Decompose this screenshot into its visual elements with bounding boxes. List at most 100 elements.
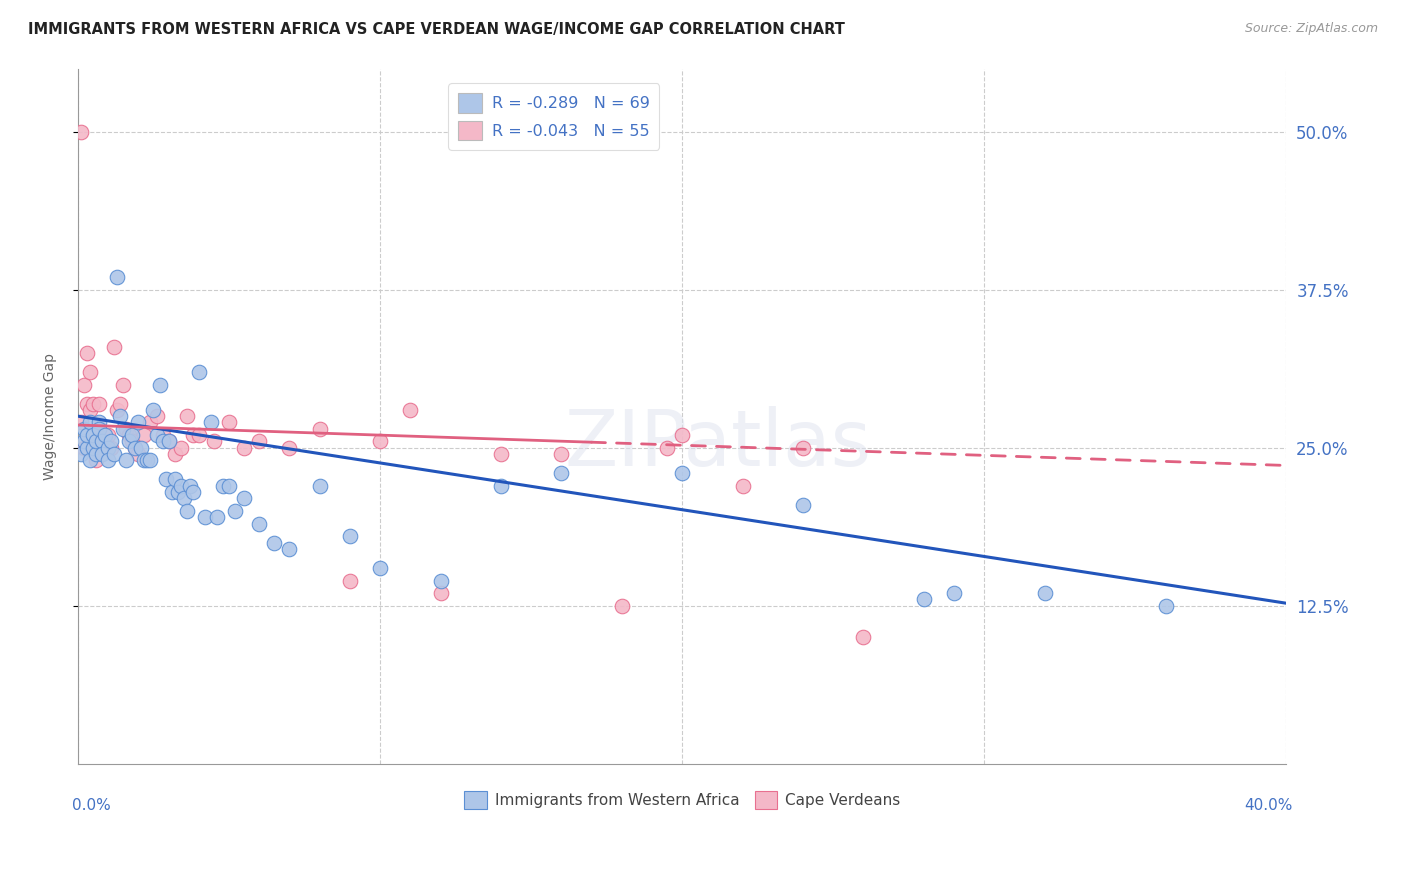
Point: [97, 428, 120, 442]
Point: [103, 340, 125, 354]
Point: [87, 396, 110, 410]
Point: [368, 434, 391, 449]
Point: [127, 447, 149, 461]
Point: [131, 441, 153, 455]
Text: 0.0%: 0.0%: [72, 798, 111, 813]
Point: [212, 479, 235, 493]
Point: [194, 510, 217, 524]
Point: [247, 516, 270, 531]
Point: [852, 631, 875, 645]
Point: [671, 466, 693, 480]
Point: [110, 396, 132, 410]
Point: [91, 434, 114, 449]
Point: [550, 447, 572, 461]
Point: [278, 441, 301, 455]
Point: [70, 447, 93, 461]
Point: [308, 422, 330, 436]
Point: [73, 422, 96, 436]
Point: [73, 441, 96, 455]
Point: [100, 434, 122, 449]
Point: [170, 479, 193, 493]
Point: [145, 428, 167, 442]
Point: [163, 447, 186, 461]
Point: [97, 441, 120, 455]
Point: [145, 409, 167, 424]
Point: [170, 441, 193, 455]
Point: [181, 485, 204, 500]
Point: [187, 365, 209, 379]
Point: [489, 479, 512, 493]
Point: [142, 402, 165, 417]
Point: [91, 434, 114, 449]
Point: [87, 422, 110, 436]
Point: [166, 485, 188, 500]
Point: [218, 416, 240, 430]
Point: [105, 270, 128, 285]
Point: [70, 125, 93, 139]
Point: [76, 346, 98, 360]
Point: [79, 453, 101, 467]
Legend: Immigrants from Western Africa, Cape Verdeans: Immigrants from Western Africa, Cape Ver…: [458, 784, 907, 815]
Point: [176, 504, 198, 518]
Point: [134, 428, 156, 442]
Text: IMMIGRANTS FROM WESTERN AFRICA VS CAPE VERDEAN WAGE/INCOME GAP CORRELATION CHART: IMMIGRANTS FROM WESTERN AFRICA VS CAPE V…: [28, 22, 845, 37]
Point: [97, 453, 120, 467]
Point: [218, 479, 240, 493]
Point: [82, 428, 104, 442]
Point: [136, 453, 159, 467]
Point: [278, 541, 301, 556]
Point: [731, 479, 754, 493]
Point: [76, 441, 98, 455]
Point: [84, 441, 107, 455]
Point: [76, 428, 98, 442]
Point: [79, 365, 101, 379]
Point: [70, 416, 93, 430]
Point: [139, 453, 162, 467]
Point: [912, 592, 935, 607]
Point: [73, 377, 96, 392]
Point: [179, 479, 201, 493]
Point: [655, 441, 678, 455]
Point: [792, 498, 814, 512]
Point: [84, 434, 107, 449]
Point: [339, 529, 361, 543]
Point: [792, 441, 814, 455]
Point: [87, 416, 110, 430]
Point: [671, 428, 693, 442]
Point: [157, 434, 180, 449]
Point: [118, 428, 141, 442]
Point: [82, 441, 104, 455]
Point: [205, 510, 228, 524]
Point: [134, 453, 156, 467]
Point: [368, 561, 391, 575]
Point: [263, 535, 285, 549]
Point: [105, 402, 128, 417]
Point: [181, 428, 204, 442]
Point: [82, 396, 104, 410]
Point: [339, 574, 361, 588]
Point: [550, 466, 572, 480]
Point: [76, 396, 98, 410]
Point: [118, 434, 141, 449]
Point: [224, 504, 246, 518]
Point: [110, 409, 132, 424]
Point: [173, 491, 195, 506]
Point: [79, 402, 101, 417]
Point: [943, 586, 966, 600]
Point: [187, 428, 209, 442]
Point: [79, 416, 101, 430]
Point: [233, 441, 256, 455]
Point: [247, 434, 270, 449]
Point: [233, 491, 256, 506]
Point: [610, 599, 633, 613]
Point: [155, 472, 177, 486]
Point: [115, 453, 138, 467]
Point: [429, 574, 451, 588]
Point: [176, 409, 198, 424]
Point: [200, 416, 222, 430]
Point: [1154, 599, 1177, 613]
Point: [139, 416, 162, 430]
Text: 40.0%: 40.0%: [1244, 798, 1292, 813]
Point: [429, 586, 451, 600]
Text: ZIPatlas: ZIPatlas: [565, 406, 872, 482]
